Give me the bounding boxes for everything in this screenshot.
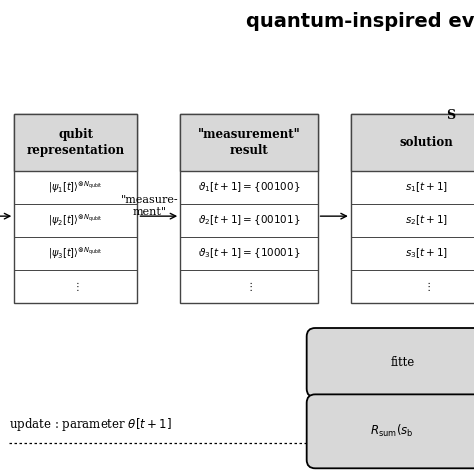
FancyBboxPatch shape: [180, 114, 318, 171]
Text: $|\psi_3[t]\rangle^{\otimes N_{\mathrm{qubit}}}$: $|\psi_3[t]\rangle^{\otimes N_{\mathrm{q…: [48, 246, 103, 262]
FancyBboxPatch shape: [351, 114, 474, 171]
Text: solution: solution: [400, 136, 454, 149]
Text: $\vartheta_3[t+1]=\{10001\}$: $\vartheta_3[t+1]=\{10001\}$: [198, 246, 300, 261]
Text: $\vdots$: $\vdots$: [245, 280, 253, 293]
Text: $s_1[t+1]$: $s_1[t+1]$: [405, 180, 448, 194]
Text: $R_{\mathrm{sum}}(s_\mathrm{b}$: $R_{\mathrm{sum}}(s_\mathrm{b}$: [370, 423, 413, 439]
Text: "measure-
ment": "measure- ment": [120, 195, 178, 217]
Text: update : parameter $\theta[t+1]$: update : parameter $\theta[t+1]$: [9, 416, 173, 433]
Text: S: S: [446, 109, 455, 122]
FancyBboxPatch shape: [351, 114, 474, 303]
Text: $\vdots$: $\vdots$: [423, 280, 430, 293]
Text: fitte: fitte: [391, 356, 415, 369]
FancyBboxPatch shape: [307, 394, 474, 468]
FancyBboxPatch shape: [14, 114, 137, 171]
FancyBboxPatch shape: [180, 114, 318, 303]
Text: $s_3[t+1]$: $s_3[t+1]$: [405, 246, 448, 261]
Text: $s_2[t+1]$: $s_2[t+1]$: [405, 213, 448, 228]
Text: qubit
representation: qubit representation: [27, 128, 125, 157]
Text: $|\psi_2[t]\rangle^{\otimes N_{\mathrm{qubit}}}$: $|\psi_2[t]\rangle^{\otimes N_{\mathrm{q…: [48, 212, 103, 228]
Text: $\vartheta_1[t+1]=\{00100\}$: $\vartheta_1[t+1]=\{00100\}$: [198, 180, 300, 194]
FancyBboxPatch shape: [307, 328, 474, 397]
FancyBboxPatch shape: [14, 114, 137, 303]
Text: $\vartheta_2[t+1]=\{00101\}$: $\vartheta_2[t+1]=\{00101\}$: [198, 213, 300, 228]
Text: $\vdots$: $\vdots$: [72, 280, 80, 293]
Text: quantum-inspired evo: quantum-inspired evo: [246, 12, 474, 31]
Text: $|\psi_1[t]\rangle^{\otimes N_{\mathrm{qubit}}}$: $|\psi_1[t]\rangle^{\otimes N_{\mathrm{q…: [48, 179, 103, 195]
Text: "measurement"
result: "measurement" result: [198, 128, 300, 157]
